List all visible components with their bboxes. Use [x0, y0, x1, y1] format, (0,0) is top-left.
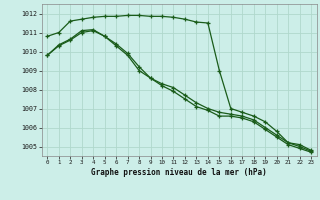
X-axis label: Graphe pression niveau de la mer (hPa): Graphe pression niveau de la mer (hPa)	[91, 168, 267, 177]
